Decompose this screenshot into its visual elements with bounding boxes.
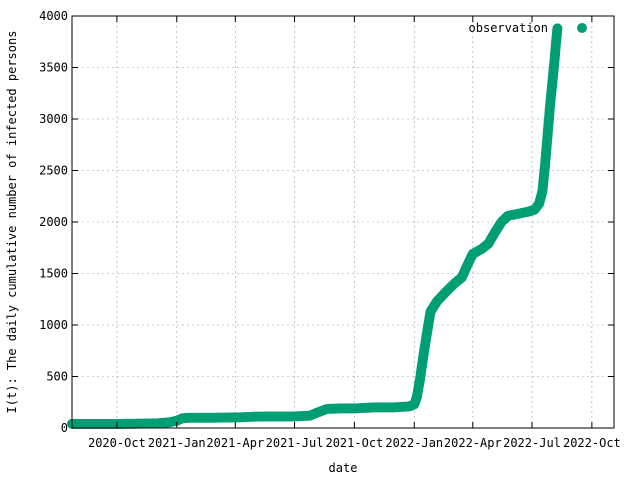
data-series xyxy=(67,23,563,429)
y-tick-label: 1000 xyxy=(39,318,68,332)
x-tick-label: 2022-Jan xyxy=(385,436,443,450)
x-tick-label: 2022-Apr xyxy=(444,436,502,450)
y-tick-label: 4000 xyxy=(39,9,68,23)
data-point xyxy=(552,23,563,34)
legend-label: observation xyxy=(469,21,548,35)
y-tick-label: 500 xyxy=(46,370,68,384)
legend-marker xyxy=(577,23,587,33)
x-tick-label: 2021-Apr xyxy=(206,436,264,450)
y-tick-label: 3000 xyxy=(39,112,68,126)
y-tick-label: 1500 xyxy=(39,267,68,281)
legend: observation xyxy=(469,21,587,35)
x-tick-label: 2020-Oct xyxy=(88,436,146,450)
axis-ticks: 0 500 1000 1500 2000 2500 3000 3500 4000 2020-Oct… xyxy=(39,9,621,450)
x-tick-label: 2022-Oct xyxy=(563,436,621,450)
x-tick-label: 2021-Jul xyxy=(266,436,324,450)
x-tick-label: 2021-Jan xyxy=(148,436,206,450)
x-tick-label: 2021-Oct xyxy=(325,436,383,450)
x-tick-label: 2022-Jul xyxy=(503,436,561,450)
grid xyxy=(72,16,614,428)
y-tick-label: 2000 xyxy=(39,215,68,229)
x-axis-label: date xyxy=(329,461,358,475)
y-tick-label: 2500 xyxy=(39,164,68,178)
y-tick-label: 3500 xyxy=(39,61,68,75)
y-tick-label: 0 xyxy=(61,421,68,435)
y-axis-label: I(t): The daily cumulative number of inf… xyxy=(5,31,19,414)
